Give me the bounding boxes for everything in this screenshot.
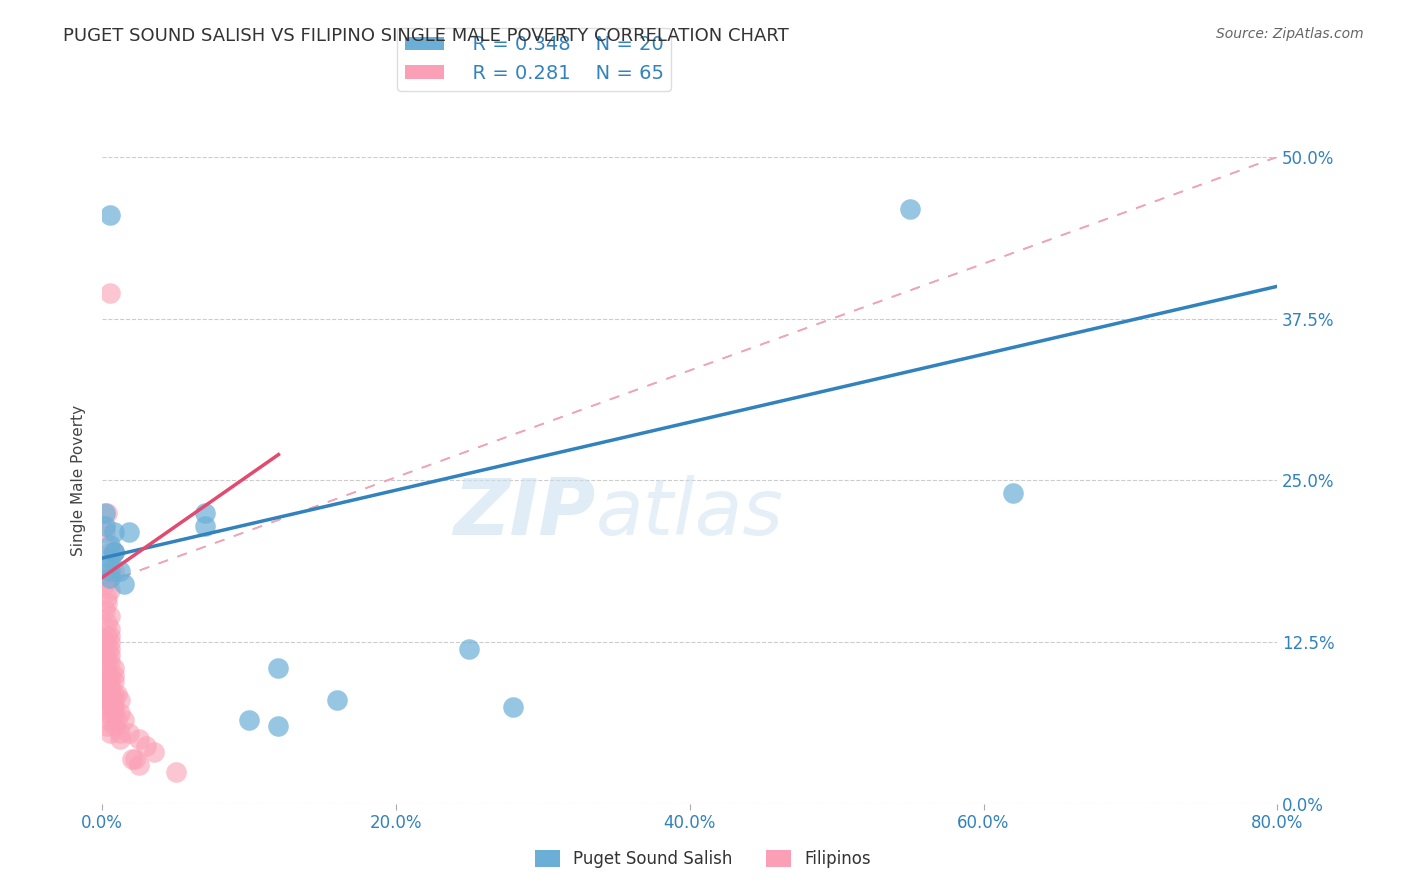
Point — [98, 635, 121, 649]
Point — [135, 739, 157, 753]
Point — [458, 641, 481, 656]
Text: Source: ZipAtlas.com: Source: ZipAtlas.com — [1216, 27, 1364, 41]
Point — [96, 667, 118, 681]
Point — [98, 687, 121, 701]
Point — [98, 667, 121, 681]
Text: ZIP: ZIP — [454, 475, 596, 550]
Point — [103, 706, 125, 721]
Point — [267, 661, 290, 675]
Point — [94, 661, 117, 675]
Point — [103, 719, 125, 733]
Point — [98, 713, 121, 727]
Point — [98, 544, 121, 558]
Point — [103, 525, 125, 540]
Point — [96, 693, 118, 707]
Point — [103, 564, 125, 578]
Legend:   R = 0.348    N = 20,   R = 0.281    N = 65: R = 0.348 N = 20, R = 0.281 N = 65 — [398, 28, 671, 91]
Point — [105, 713, 128, 727]
Point — [94, 603, 117, 617]
Point — [267, 719, 290, 733]
Point — [98, 538, 121, 552]
Point — [128, 732, 150, 747]
Point — [98, 622, 121, 636]
Point — [98, 208, 121, 222]
Text: PUGET SOUND SALISH VS FILIPINO SINGLE MALE POVERTY CORRELATION CHART: PUGET SOUND SALISH VS FILIPINO SINGLE MA… — [63, 27, 789, 45]
Point — [94, 687, 117, 701]
Point — [238, 713, 260, 727]
Point — [103, 687, 125, 701]
Point — [98, 583, 121, 598]
Point — [96, 596, 118, 610]
Point — [142, 745, 165, 759]
Point — [98, 629, 121, 643]
Point — [128, 758, 150, 772]
Point — [108, 732, 131, 747]
Point — [103, 544, 125, 558]
Point — [112, 577, 135, 591]
Point — [94, 525, 117, 540]
Point — [98, 706, 121, 721]
Point — [96, 629, 118, 643]
Point — [94, 648, 117, 662]
Text: atlas: atlas — [596, 475, 783, 550]
Point — [94, 577, 117, 591]
Point — [94, 506, 117, 520]
Point — [108, 726, 131, 740]
Y-axis label: Single Male Poverty: Single Male Poverty — [72, 405, 86, 556]
Point — [103, 693, 125, 707]
Point — [94, 518, 117, 533]
Point — [103, 673, 125, 688]
Point — [98, 570, 121, 584]
Point — [194, 506, 217, 520]
Point — [96, 506, 118, 520]
Point — [98, 673, 121, 688]
Point — [103, 661, 125, 675]
Point — [98, 700, 121, 714]
Point — [98, 655, 121, 669]
Point — [194, 518, 217, 533]
Point — [98, 648, 121, 662]
Point — [96, 641, 118, 656]
Point — [96, 655, 118, 669]
Point — [103, 544, 125, 558]
Point — [108, 706, 131, 721]
Point — [103, 667, 125, 681]
Point — [1001, 486, 1024, 500]
Point — [108, 564, 131, 578]
Point — [502, 700, 524, 714]
Point — [103, 700, 125, 714]
Point — [96, 590, 118, 604]
Point — [98, 726, 121, 740]
Point — [108, 693, 131, 707]
Point — [103, 544, 125, 558]
Point — [124, 752, 146, 766]
Point — [96, 719, 118, 733]
Point — [96, 570, 118, 584]
Point — [165, 764, 187, 779]
Point — [98, 551, 121, 566]
Point — [121, 752, 143, 766]
Point — [98, 641, 121, 656]
Point — [105, 687, 128, 701]
Point — [98, 564, 121, 578]
Point — [326, 693, 349, 707]
Point — [112, 713, 135, 727]
Legend: Puget Sound Salish, Filipinos: Puget Sound Salish, Filipinos — [529, 843, 877, 875]
Point — [96, 700, 118, 714]
Point — [118, 726, 141, 740]
Point — [96, 615, 118, 630]
Point — [898, 202, 921, 216]
Point — [98, 609, 121, 624]
Point — [96, 681, 118, 695]
Point — [96, 673, 118, 688]
Point — [94, 635, 117, 649]
Point — [98, 285, 121, 300]
Point — [96, 558, 118, 572]
Point — [118, 525, 141, 540]
Point — [98, 681, 121, 695]
Point — [98, 693, 121, 707]
